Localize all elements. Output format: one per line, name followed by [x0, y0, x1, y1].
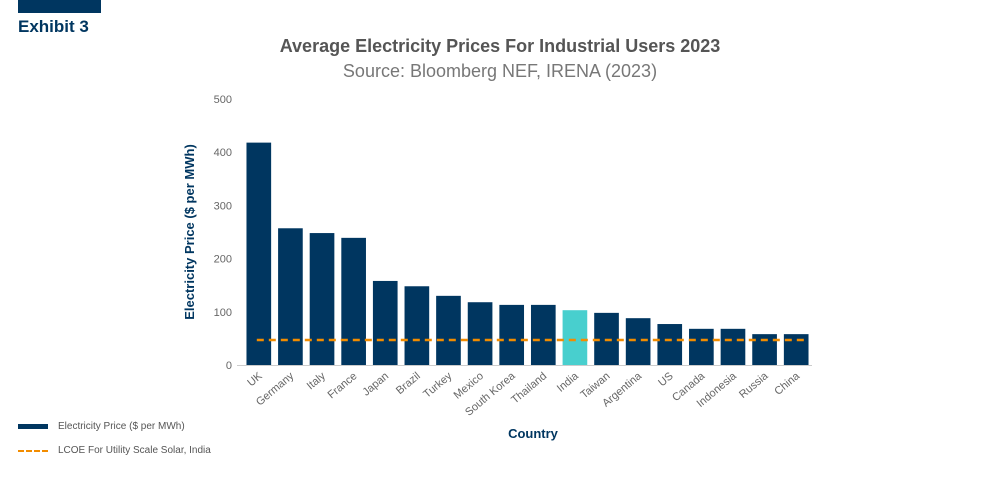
x-tick-label: France — [326, 370, 360, 401]
bar-france — [341, 237, 366, 365]
x-tick-label: Brazil — [394, 370, 423, 397]
legend-swatch-dashed-line — [18, 449, 48, 452]
y-tick-label: 400 — [214, 147, 232, 159]
x-tick-label: Turkey — [421, 370, 455, 401]
header-bar — [18, 0, 101, 13]
y-tick-label: 500 — [214, 94, 232, 106]
legend-label: LCOE For Utility Scale Solar, India — [58, 445, 211, 456]
x-axis-title: Country — [508, 426, 559, 441]
x-tick-label: Russia — [737, 370, 771, 401]
x-tick-label: UK — [245, 370, 265, 389]
x-tick-label: Thailand — [509, 370, 549, 406]
bar-south-korea — [499, 304, 525, 365]
y-tick-label: 0 — [226, 360, 232, 372]
chart-title: Average Electricity Prices For Industria… — [279, 36, 721, 56]
bar-mexico — [467, 302, 493, 365]
bar-italy — [309, 233, 335, 365]
legend-label: Electricity Price ($ per MWh) — [58, 421, 185, 432]
chart-subtitle: Source: Bloomberg NEF, IRENA (2023) — [342, 61, 658, 81]
y-tick-label: 100 — [214, 307, 232, 319]
bar-us — [657, 324, 683, 365]
bar-canada — [689, 328, 714, 365]
x-tick-label: Japan — [360, 370, 391, 398]
x-tick-label: US — [656, 370, 675, 389]
bar-thailand — [530, 304, 556, 365]
bar-india — [562, 310, 588, 365]
x-tick-label: Italy — [305, 370, 329, 392]
legend-item-lcoe: LCOE For Utility Scale Solar, India — [18, 445, 211, 456]
y-tick-label: 300 — [214, 200, 232, 212]
bar-indonesia — [720, 328, 746, 365]
exhibit-label: Exhibit 3 — [18, 17, 89, 36]
y-tick-label: 200 — [214, 254, 232, 266]
bar-germany — [278, 228, 303, 365]
bar-brazil — [404, 286, 430, 365]
bar-uk — [246, 142, 272, 365]
bar-japan — [372, 280, 398, 365]
legend-swatch-bar — [18, 424, 48, 429]
x-tick-label: China — [772, 370, 802, 398]
bar-argentina — [625, 318, 651, 365]
x-tick-label: India — [555, 370, 582, 395]
y-axis-title: Electricity Price ($ per MWh) — [182, 144, 197, 320]
bar-turkey — [436, 295, 461, 365]
legend-item-price: Electricity Price ($ per MWh) — [18, 421, 185, 432]
